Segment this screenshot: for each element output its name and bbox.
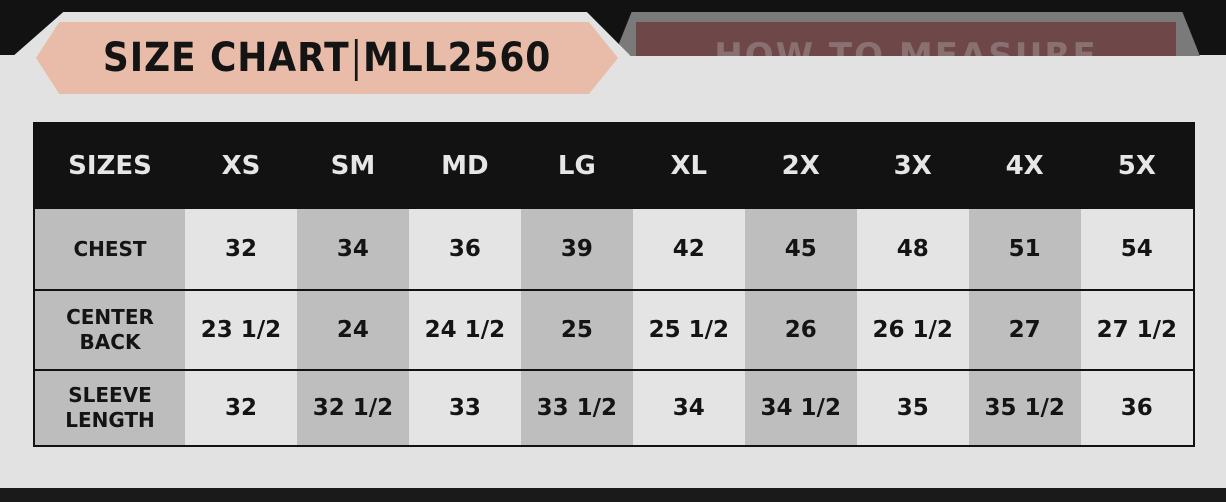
measurement-cell: 27 1/2 <box>1080 289 1194 370</box>
size-table: SIZES XS SM MD LG XL 2X 3X 4X 5X CHEST 32 34 36 39 42 4… <box>33 122 1195 447</box>
measurement-cell: 32 1/2 <box>296 369 409 446</box>
measurement-cell: 27 <box>968 289 1081 370</box>
measurement-cell: 35 1/2 <box>968 369 1081 446</box>
measurement-cell: 36 <box>1080 369 1194 446</box>
row-label: CENTER BACK <box>34 289 185 370</box>
page-title: SIZE CHART MLL2560 <box>103 35 551 81</box>
size-header: 2X <box>744 123 857 208</box>
size-header: 5X <box>1080 123 1194 208</box>
measurement-cell: 24 <box>296 289 409 370</box>
header-row: SIZES XS SM MD LG XL 2X 3X 4X 5X <box>34 123 1194 208</box>
measurement-cell: 34 1/2 <box>744 369 857 446</box>
measurement-cell: 35 <box>856 369 969 446</box>
title-model: MLL2560 <box>362 35 552 81</box>
size-header: LG <box>520 123 633 208</box>
measurement-cell: 34 <box>296 207 409 290</box>
size-chart-title-banner: SIZE CHART MLL2560 <box>36 22 618 94</box>
measurement-cell: 32 <box>185 207 297 290</box>
title-left: SIZE CHART <box>102 35 350 81</box>
measurement-cell: 25 <box>520 289 633 370</box>
measurement-cell: 24 1/2 <box>408 289 521 370</box>
how-to-measure-tab[interactable]: HOW TO MEASURE <box>614 12 1200 56</box>
row-label: SLEEVE LENGTH <box>34 369 185 446</box>
table-row: SLEEVE LENGTH 32 32 1/2 33 33 1/2 34 34 1/2 35 35… <box>34 369 1194 446</box>
row-label-line: CENTER <box>66 305 154 329</box>
size-header: MD <box>408 123 521 208</box>
table-row: CENTER BACK 23 1/2 24 24 1/2 25 25 1/2 26 26 1/2… <box>34 289 1194 370</box>
measurement-cell: 33 <box>408 369 521 446</box>
measurement-cell: 32 <box>185 369 297 446</box>
measurement-cell: 23 1/2 <box>185 289 297 370</box>
measurement-cell: 33 1/2 <box>520 369 633 446</box>
size-header: 4X <box>968 123 1081 208</box>
row-label-line: CHEST <box>73 236 147 261</box>
sizes-header: SIZES <box>34 123 185 208</box>
row-label: CHEST <box>34 207 185 290</box>
measurement-cell: 26 1/2 <box>856 289 969 370</box>
row-label-line: SLEEVE <box>68 383 152 407</box>
size-header: XS <box>185 123 297 208</box>
measurement-cell: 54 <box>1080 207 1194 290</box>
measurement-cell: 48 <box>856 207 969 290</box>
row-label-line: BACK <box>79 330 141 354</box>
measurement-cell: 51 <box>968 207 1081 290</box>
how-to-measure-label: HOW TO MEASURE <box>714 36 1098 56</box>
size-header: 3X <box>856 123 969 208</box>
measurement-cell: 34 <box>632 369 745 446</box>
measurement-cell: 42 <box>632 207 745 290</box>
row-label-line: LENGTH <box>65 408 155 432</box>
title-divider <box>354 39 358 81</box>
measurement-cell: 26 <box>744 289 857 370</box>
bottom-bar <box>0 488 1226 502</box>
measurement-cell: 39 <box>520 207 633 290</box>
size-header: XL <box>632 123 745 208</box>
size-header: SM <box>296 123 409 208</box>
table-row: CHEST 32 34 36 39 42 45 48 51 54 <box>34 207 1194 290</box>
measurement-cell: 25 1/2 <box>632 289 745 370</box>
measurement-cell: 45 <box>744 207 857 290</box>
measurement-cell: 36 <box>408 207 521 290</box>
